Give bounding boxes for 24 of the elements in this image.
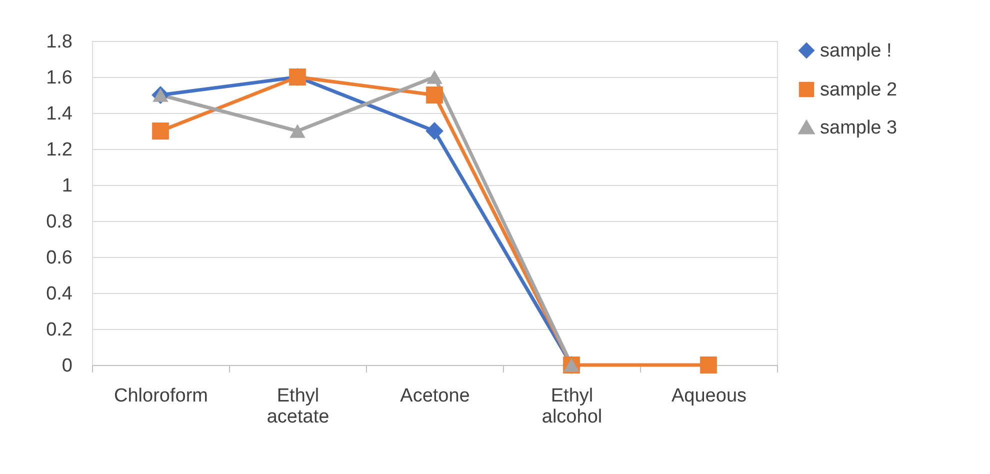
x-tick-label: Ethyl acetate	[266, 386, 330, 428]
point	[700, 356, 717, 374]
x-tick-label: Ethyl alcohol	[542, 386, 602, 428]
point	[290, 124, 306, 138]
x-tick-label: Aqueous	[671, 386, 747, 406]
y-tick-label: 0	[62, 356, 72, 376]
y-tick-label: 0.4	[46, 284, 73, 304]
y-tick-label: 1.6	[46, 68, 72, 88]
point	[426, 86, 443, 104]
x-tick-label: Chloroform	[114, 386, 208, 406]
legend-label: sample 2	[820, 80, 898, 100]
y-tick-label: 1.8	[46, 32, 72, 52]
legend-label: sample !	[820, 40, 892, 62]
legend-label: sample 3	[820, 118, 898, 138]
y-tick-label: 1.4	[46, 104, 73, 124]
point	[426, 70, 442, 84]
y-tick-label: 0.6	[46, 248, 72, 268]
y-tick-label: 0.8	[46, 212, 72, 232]
y-tick-label: 0.2	[46, 320, 72, 340]
point	[426, 122, 444, 140]
x-tick-label: Acetone	[400, 386, 470, 406]
y-tick-label: 1	[62, 176, 72, 196]
y-tick-label: 1.2	[46, 140, 72, 160]
point	[152, 122, 169, 140]
